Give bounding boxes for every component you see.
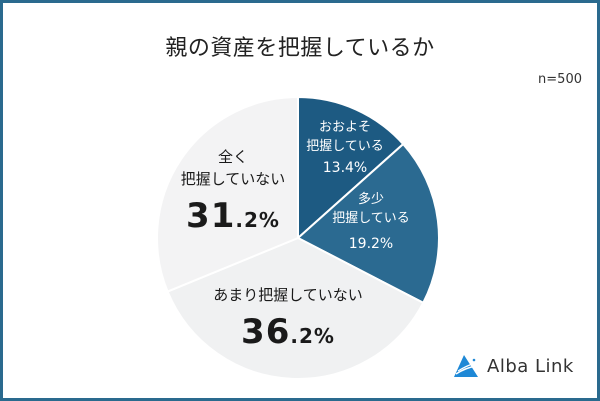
slice-label-text: おおよそ xyxy=(318,120,371,135)
slice-somewhat-aware xyxy=(296,142,440,305)
slice-not-very-aware xyxy=(166,236,425,380)
slice-label-text: 多少 xyxy=(357,192,384,207)
slice-label-not-at-all-aware: 全く 把握していない 31.2% xyxy=(181,146,286,236)
slice-label-text: 全く xyxy=(217,148,248,166)
slice-label-somewhat-aware: 多少 把握している 19.2% xyxy=(332,190,410,252)
slice-label-text: 把握している xyxy=(332,211,410,226)
chart-title: 親の資産を把握しているか xyxy=(165,36,435,61)
slice-not-at-all-aware xyxy=(156,95,299,293)
slice-label-not-very-aware: あまり把握していない 36.2% xyxy=(213,284,363,352)
sample-size-label: n=500 xyxy=(538,72,582,87)
slice-roughly-aware xyxy=(297,95,405,241)
slice-label-roughly-aware: おおよそ 把握している 13.4% xyxy=(306,118,384,176)
slice-value: 31.2% xyxy=(181,196,286,236)
alba-link-triangle-icon xyxy=(454,355,478,377)
slice-label-text: あまり把握していない xyxy=(213,286,363,304)
slice-value: 19.2% xyxy=(348,236,394,252)
slice-value-dec: .2% xyxy=(235,208,280,232)
slice-value-int: 36 xyxy=(241,312,291,352)
slice-value-int: 31 xyxy=(186,196,236,236)
slice-label-text: 把握していない xyxy=(180,170,286,188)
slice-value: 36.2% xyxy=(213,312,363,352)
slice-value: 13.4% xyxy=(322,160,368,176)
slice-value-dec: .2% xyxy=(290,324,335,348)
slice-label-text: 把握している xyxy=(306,139,384,154)
alba-link-logo: Alba Link xyxy=(453,354,574,378)
logo-text: Alba Link xyxy=(487,355,574,377)
